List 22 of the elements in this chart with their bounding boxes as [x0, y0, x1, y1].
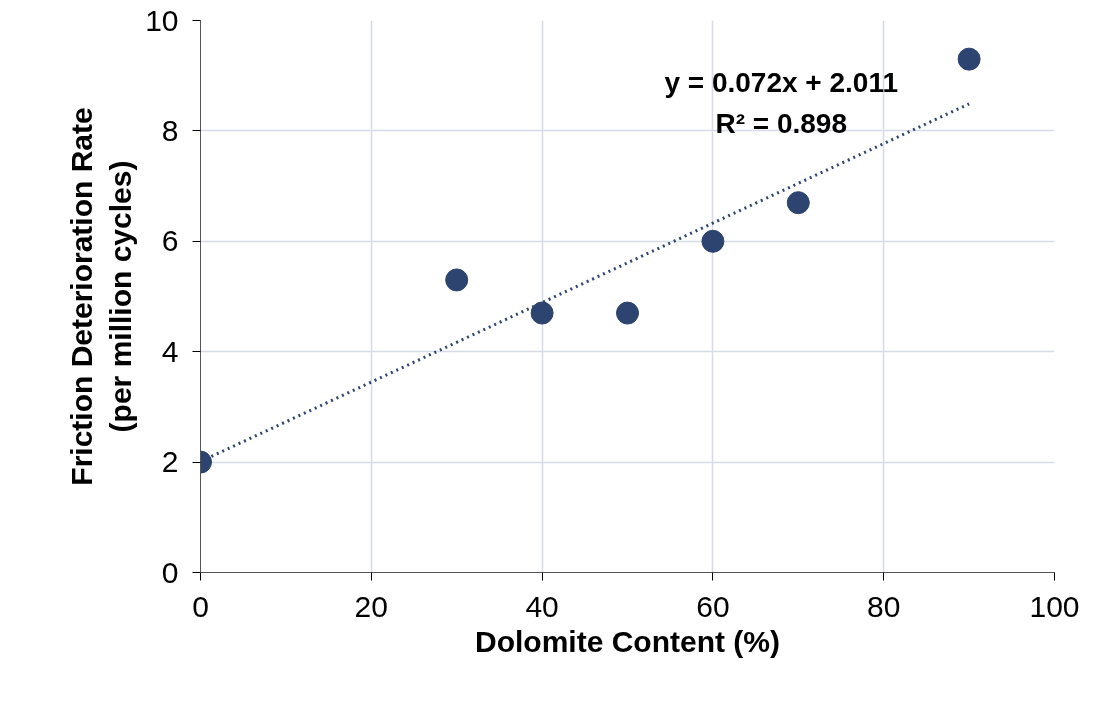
y-tick-label: 0: [161, 555, 179, 589]
point: [786, 191, 810, 215]
x-tick-label: 40: [525, 589, 559, 623]
y-tick-label: 4: [161, 334, 179, 368]
annotation: R² = 0.898: [715, 108, 847, 140]
point: [701, 229, 725, 253]
point: [616, 301, 639, 325]
y-tick-label: 2: [161, 445, 179, 479]
point: [445, 268, 469, 292]
annotation: y = 0.072x + 2.011: [664, 66, 898, 98]
y-tick-label: 8: [161, 113, 179, 147]
x-tick-label: 0: [192, 589, 209, 623]
point: [530, 301, 554, 325]
y-axis-title: Friction Deterioration Rate (per million cycles): [64, 107, 138, 486]
x-axis-title: Dolomite Content (%): [475, 624, 780, 658]
y-tick-label: 6: [161, 224, 179, 258]
x-tick-label: 80: [867, 589, 901, 623]
x-tick-label: 20: [354, 589, 388, 623]
point: [957, 47, 981, 71]
x-tick-label: 100: [1029, 589, 1080, 623]
y-tick-label: 10: [145, 3, 179, 37]
x-tick-label: 60: [696, 589, 730, 623]
